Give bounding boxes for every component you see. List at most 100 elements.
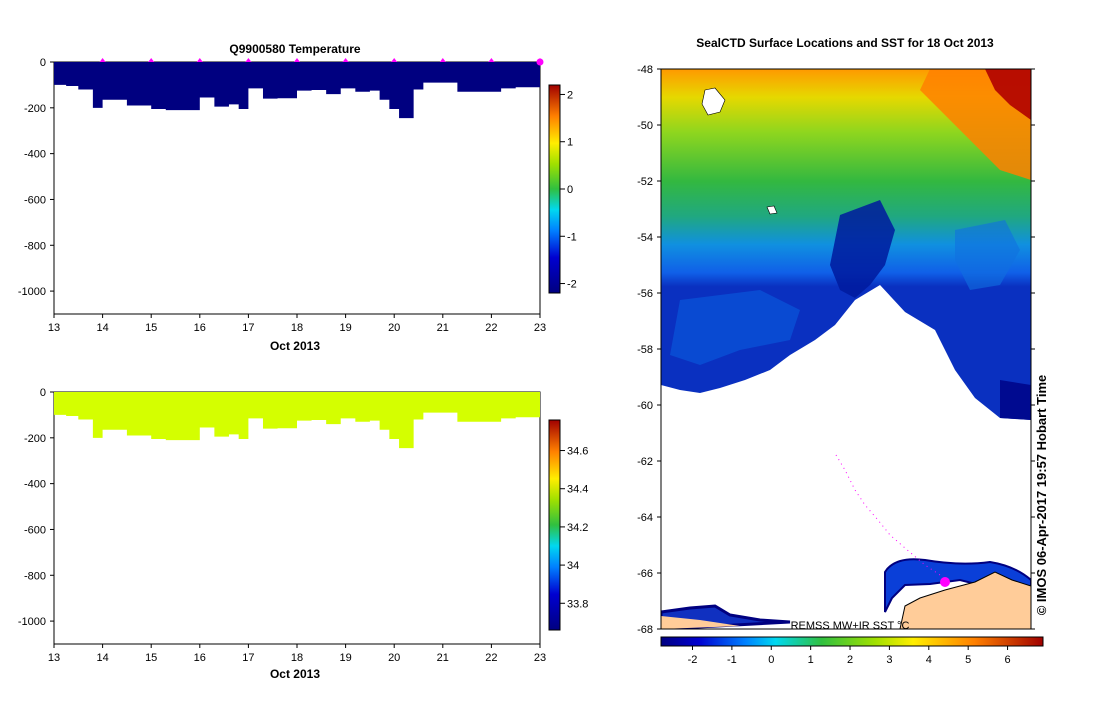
copyright-timestamp: © IMOS 06-Apr-2017 19:57 Hobart Time bbox=[1034, 375, 1049, 616]
sst-colorbar-tick-label: -2 bbox=[688, 654, 698, 666]
seal-surface-location bbox=[940, 577, 950, 587]
sst-colorbar-tick-label: 4 bbox=[926, 654, 932, 666]
temperature-panel: Q9900580 Temperature 0 -200 -400 -600 -800 -1… bbox=[18, 42, 577, 353]
temperature-x-tick-label: 19 bbox=[339, 322, 351, 334]
salinity-panel: 0 -200 -400 -600 -800 -1000 13 14 15 16 17 18 19 20 2… bbox=[18, 387, 589, 681]
latitude-tick-label: -52 bbox=[637, 176, 653, 188]
profile-marker bbox=[148, 58, 155, 62]
sst-colorbar-tick-label: 5 bbox=[965, 654, 971, 666]
salinity-colorbar-tick-label: 33.8 bbox=[567, 598, 588, 610]
latitude-tick-label: -58 bbox=[637, 344, 653, 356]
salinity-x-tick-label: 22 bbox=[485, 652, 497, 664]
sst-colorbar-ticks: -2-101234567075808590 bbox=[688, 646, 1011, 666]
temperature-title: Q9900580 Temperature bbox=[229, 42, 361, 56]
temperature-x-label: Oct 2013 bbox=[270, 339, 320, 353]
profile-markers bbox=[99, 58, 544, 66]
temperature-y-axis: 0 -200 -400 -600 -800 -1000 bbox=[18, 57, 54, 298]
temperature-colorbar-tick-label: -2 bbox=[567, 279, 577, 291]
salinity-x-tick-label: 13 bbox=[48, 652, 60, 664]
sst-colorbar-tick-label: 6 bbox=[1004, 654, 1010, 666]
salinity-x-tick-label: 17 bbox=[242, 652, 254, 664]
salinity-x-tick-label: 14 bbox=[96, 652, 108, 664]
profile-marker bbox=[391, 58, 398, 62]
latitude-tick-label: -48 bbox=[637, 64, 653, 76]
sst-map-image bbox=[661, 69, 1031, 629]
latitude-tick-label: -56 bbox=[637, 288, 653, 300]
salinity-x-tick-label: 16 bbox=[194, 652, 206, 664]
latitude-tick-label: -54 bbox=[637, 232, 653, 244]
salinity-y-axis: 0 -200 -400 -600 -800 -1000 bbox=[18, 387, 54, 628]
temperature-colorbar-ticks: 2 1 0 -1 -2 bbox=[560, 89, 577, 291]
temperature-y-tick-label: -1000 bbox=[18, 286, 46, 298]
sst-colorbar-tick-label: -1 bbox=[727, 654, 737, 666]
profile-marker bbox=[536, 58, 544, 66]
profile-marker bbox=[488, 58, 495, 62]
salinity-x-label: Oct 2013 bbox=[270, 667, 320, 681]
salinity-y-tick-label: -400 bbox=[24, 479, 46, 491]
salinity-colorbar-tick-label: 34 bbox=[567, 560, 579, 572]
temperature-colorbar-tick-label: -1 bbox=[567, 231, 577, 243]
salinity-x-tick-label: 21 bbox=[437, 652, 449, 664]
temperature-x-tick-label: 21 bbox=[437, 322, 449, 334]
temperature-y-tick-label: -400 bbox=[24, 149, 46, 161]
sst-colorbar-tick-label: 1 bbox=[808, 654, 814, 666]
latitude-tick-label: -62 bbox=[637, 456, 653, 468]
temperature-x-tick-label: 15 bbox=[145, 322, 157, 334]
profile-marker bbox=[439, 58, 446, 62]
temperature-colorbar-tick-label: 0 bbox=[567, 184, 573, 196]
temperature-x-tick-label: 22 bbox=[485, 322, 497, 334]
temperature-x-tick-label: 17 bbox=[242, 322, 254, 334]
temperature-x-tick-label: 18 bbox=[291, 322, 303, 334]
salinity-y-tick-label: -1000 bbox=[18, 616, 46, 628]
sst-colorbar-label: REMSS MW+IR SST °C bbox=[791, 620, 910, 632]
profile-marker bbox=[99, 58, 106, 62]
salinity-x-axis: 13 14 15 16 17 18 19 20 21 22 23 bbox=[48, 644, 546, 664]
sst-colorbar-tick-label: 0 bbox=[768, 654, 774, 666]
salinity-colorbar-ticks: 34.6 34.4 34.2 34 33.8 bbox=[560, 446, 588, 610]
profile-marker bbox=[196, 58, 203, 62]
temperature-colorbar-tick-label: 1 bbox=[567, 137, 573, 149]
profile-marker bbox=[294, 58, 300, 62]
temperature-x-tick-label: 23 bbox=[534, 322, 546, 334]
latitude-tick-label: -50 bbox=[637, 120, 653, 132]
salinity-colorbar bbox=[548, 419, 561, 631]
temperature-y-tick-label: 0 bbox=[40, 57, 46, 69]
salinity-data-fill bbox=[54, 392, 540, 449]
salinity-x-tick-label: 15 bbox=[145, 652, 157, 664]
temperature-y-tick-label: -800 bbox=[24, 240, 46, 252]
latitude-tick-label: -68 bbox=[637, 624, 653, 636]
sst-colorbar bbox=[660, 636, 1044, 647]
temperature-x-axis: 13 14 15 16 17 18 19 20 21 22 23 bbox=[48, 314, 546, 334]
temperature-data-fill bbox=[54, 62, 540, 119]
salinity-x-tick-label: 20 bbox=[388, 652, 400, 664]
salinity-colorbar-tick-label: 34.4 bbox=[567, 484, 588, 496]
sst-map-latitude-axis: -48 -50 -52 -54 -56 -58 -60 -62 -64 -66 -68 bbox=[637, 64, 1035, 636]
sst-colorbar-tick-label: 3 bbox=[886, 654, 892, 666]
salinity-y-tick-label: -600 bbox=[24, 524, 46, 536]
salinity-colorbar-tick-label: 34.2 bbox=[567, 522, 588, 534]
temperature-x-tick-label: 16 bbox=[194, 322, 206, 334]
sst-map-panel: SealCTD Surface Locations and SST for 18… bbox=[637, 36, 1049, 666]
temperature-colorbar bbox=[548, 84, 561, 294]
salinity-x-tick-label: 19 bbox=[339, 652, 351, 664]
temperature-y-tick-label: -200 bbox=[24, 103, 46, 115]
temperature-x-tick-label: 13 bbox=[48, 322, 60, 334]
salinity-y-tick-label: -200 bbox=[24, 433, 46, 445]
salinity-colorbar-tick-label: 34.6 bbox=[567, 446, 588, 458]
profile-marker bbox=[342, 58, 349, 62]
salinity-y-tick-label: -800 bbox=[24, 570, 46, 582]
temperature-x-tick-label: 14 bbox=[96, 322, 108, 334]
sst-map-title: SealCTD Surface Locations and SST for 18… bbox=[696, 36, 994, 50]
temperature-y-tick-label: -600 bbox=[24, 194, 46, 206]
sst-colorbar-tick-label: 2 bbox=[847, 654, 853, 666]
salinity-y-tick-label: 0 bbox=[40, 387, 46, 399]
profile-marker bbox=[245, 58, 252, 62]
temperature-x-tick-label: 20 bbox=[388, 322, 400, 334]
temperature-colorbar-tick-label: 2 bbox=[567, 89, 573, 101]
latitude-tick-label: -60 bbox=[637, 400, 653, 412]
salinity-x-tick-label: 18 bbox=[291, 652, 303, 664]
salinity-x-tick-label: 23 bbox=[534, 652, 546, 664]
latitude-tick-label: -64 bbox=[637, 512, 653, 524]
latitude-tick-label: -66 bbox=[637, 568, 653, 580]
